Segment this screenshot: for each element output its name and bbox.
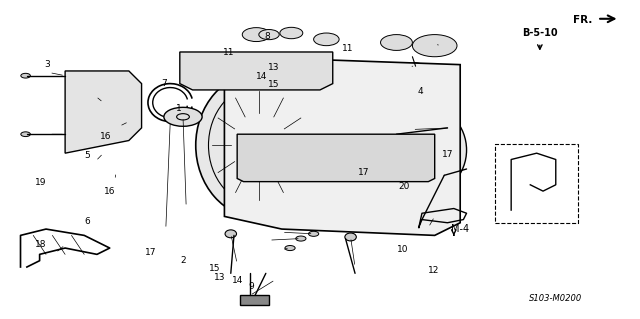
- FancyBboxPatch shape: [241, 295, 269, 305]
- Text: 2: 2: [180, 256, 186, 264]
- Text: FR.: FR.: [573, 15, 593, 25]
- Text: 17: 17: [358, 168, 369, 177]
- Polygon shape: [225, 58, 460, 235]
- Polygon shape: [237, 134, 435, 182]
- Ellipse shape: [324, 150, 340, 163]
- Text: 19: 19: [35, 178, 47, 187]
- Text: 20: 20: [399, 182, 410, 191]
- Ellipse shape: [301, 214, 313, 219]
- Ellipse shape: [408, 63, 422, 70]
- Text: M-4: M-4: [451, 224, 469, 234]
- Text: S103-M0200: S103-M0200: [529, 294, 582, 303]
- Ellipse shape: [196, 72, 323, 218]
- Ellipse shape: [21, 132, 30, 137]
- Ellipse shape: [164, 107, 202, 126]
- Text: 14: 14: [232, 276, 243, 285]
- Ellipse shape: [238, 78, 249, 83]
- Ellipse shape: [384, 106, 467, 194]
- Text: 5: 5: [84, 151, 90, 160]
- Text: 11: 11: [223, 48, 234, 57]
- Ellipse shape: [296, 236, 306, 241]
- Ellipse shape: [429, 78, 440, 83]
- Ellipse shape: [356, 150, 372, 163]
- Text: 16: 16: [99, 132, 111, 141]
- Text: 11: 11: [342, 44, 353, 53]
- Ellipse shape: [285, 246, 295, 250]
- Ellipse shape: [259, 30, 279, 40]
- Ellipse shape: [438, 172, 451, 178]
- Text: 6: 6: [84, 217, 90, 226]
- Text: 9: 9: [248, 282, 254, 291]
- Ellipse shape: [308, 231, 319, 236]
- Ellipse shape: [443, 124, 459, 132]
- Text: 7: 7: [161, 79, 167, 88]
- Text: B-5-10: B-5-10: [522, 28, 557, 38]
- Ellipse shape: [429, 204, 440, 210]
- Ellipse shape: [293, 150, 309, 163]
- Text: 15: 15: [268, 80, 279, 89]
- Text: 13: 13: [214, 273, 226, 282]
- Text: 16: 16: [104, 187, 115, 196]
- Ellipse shape: [238, 204, 249, 210]
- Text: 3: 3: [44, 60, 50, 69]
- Text: 13: 13: [268, 63, 279, 72]
- Ellipse shape: [381, 34, 412, 50]
- Text: 10: 10: [397, 245, 408, 254]
- Text: 17: 17: [145, 248, 157, 257]
- Ellipse shape: [261, 150, 277, 163]
- Text: 12: 12: [428, 266, 439, 275]
- Text: 18: 18: [35, 241, 47, 249]
- Text: 4: 4: [418, 87, 424, 96]
- Text: 1: 1: [175, 104, 181, 113]
- Ellipse shape: [365, 214, 377, 219]
- Text: 8: 8: [265, 32, 271, 41]
- Polygon shape: [180, 52, 333, 90]
- Ellipse shape: [280, 27, 303, 39]
- Text: 17: 17: [442, 150, 453, 159]
- Polygon shape: [65, 71, 141, 153]
- Ellipse shape: [243, 28, 270, 41]
- Ellipse shape: [388, 150, 404, 163]
- Text: 14: 14: [256, 72, 267, 81]
- Ellipse shape: [225, 230, 237, 238]
- Ellipse shape: [314, 33, 339, 46]
- Ellipse shape: [345, 233, 356, 241]
- Bar: [495, 144, 578, 223]
- Ellipse shape: [412, 34, 457, 57]
- Text: 15: 15: [209, 264, 220, 273]
- Ellipse shape: [21, 73, 30, 78]
